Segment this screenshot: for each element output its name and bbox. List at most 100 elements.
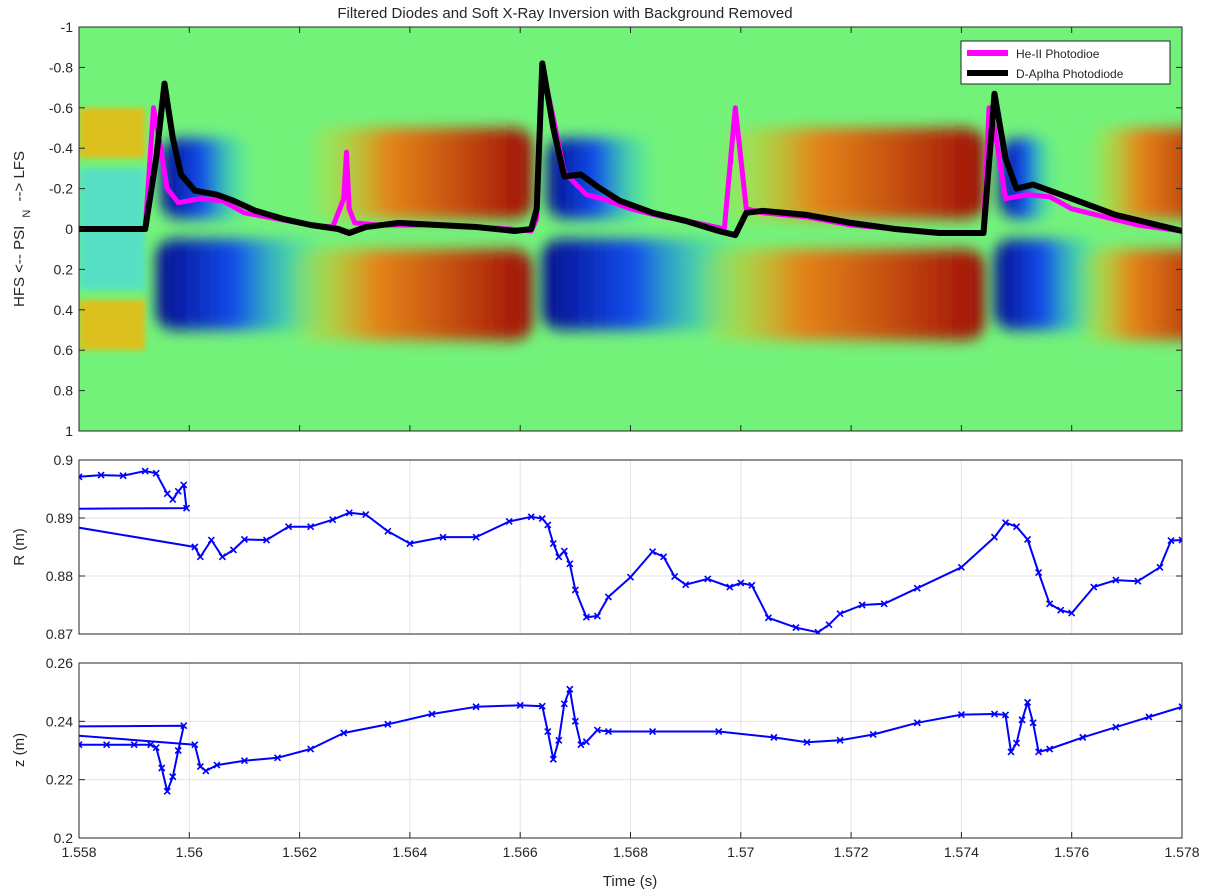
heatmap-y-ticks: -1 -0.8 -0.6 -0.4 -0.2 0 0.2 0.4 0.6 0.8 1 [49,19,1182,439]
r-data-point [704,575,712,583]
r-data-point [648,548,657,556]
r-data-point [726,583,734,591]
z-data-point [1035,748,1043,756]
legend-label-d-alpha: D-Aplha Photodiode [1016,67,1124,81]
r-data-point [285,523,293,531]
z-data-point [1018,716,1026,724]
r-data-point [593,612,601,620]
r-data-point [362,510,370,519]
r-data-point [990,533,999,541]
r-data-point [1035,568,1043,577]
heatmap-region-inner-blue-9 [999,138,1056,219]
z-data-point [79,741,83,749]
heatmap-y-axis-label: HFS <-- PSI N --> LFS [11,151,34,307]
z-y-tick-label: 0.26 [46,655,73,671]
r-series [79,467,1182,634]
heatmap-y-tick-label: 0.4 [54,302,74,318]
heatmap-region-outer-red-10 [1079,249,1182,341]
r-data-point [571,586,579,594]
heatmap-y-tick-label: 0 [65,221,73,237]
legend: He-II Photodioe D-Aplha Photodiode [960,40,1171,85]
z-y-tick-label: 0.22 [46,772,73,788]
heatmap-region-upper-red-3 [310,128,533,219]
r-data-point [957,563,965,571]
r-data-point [549,539,557,548]
r-data-point [163,490,171,498]
r-y-tick-label: 0.9 [54,452,74,468]
z-data-point [273,754,282,762]
r-data-point [560,547,568,555]
r-data-point [1178,536,1182,544]
z-data-point [152,744,160,752]
z-data-point [180,722,188,730]
r-data-point [79,473,83,481]
r-data-point [604,593,613,601]
r-data-point [671,573,679,581]
r-data-point [119,472,127,480]
r-data-point [527,513,535,521]
z-x-tick-label: 1.56 [176,844,203,860]
z-x-tick-label: 1.576 [1054,844,1089,860]
r-data-point [660,553,668,561]
r-data-point [1001,519,1010,527]
z-data-point [147,741,155,749]
heatmap-x-ticks [78,27,1183,431]
heatmap-y-tick-label: 1 [65,423,73,439]
r-data-point [439,533,447,541]
r-data-point [152,469,160,477]
r-data-point [1068,609,1076,617]
z-data-point [1029,719,1037,727]
heatmap-region-core-blue-0 [156,239,330,330]
z-y-tick-label: 0.24 [46,713,73,729]
z-data-point [213,761,221,769]
r-data-point [566,560,574,568]
z-data-point [191,741,199,749]
r-data-point [307,523,315,531]
r-axes-frame [78,459,1183,635]
z-data-point [571,717,579,725]
r-data-point [229,546,237,554]
z-data-point [1112,723,1120,731]
r-data-point [329,516,337,524]
r-data-point [169,495,177,504]
z-data-point [549,755,557,763]
z-x-tick-label: 1.578 [1164,844,1199,860]
heatmap-y-tick-label: 0.2 [54,261,74,277]
heatmap-y-tick-label: -0.8 [49,59,73,75]
heatmap-region-upper-red-7 [723,128,985,219]
heatmap-y-axis-label-tail: --> LFS [11,151,28,201]
r-data-point [262,536,271,544]
r-data-point [582,613,590,621]
r-data-point [384,527,392,535]
r-y-tick-label: 0.87 [46,626,73,642]
z-data-point [1012,739,1021,747]
z-data-point [957,711,965,719]
z-data-point [384,720,392,728]
r-data-point [1090,583,1098,591]
r-data-point [191,543,199,551]
r-data-point [1167,537,1175,545]
z-data-point [1145,713,1153,721]
z-x-ticks: 1.558 1.56 1.562 1.564 1.566 1.568 1.57 1.572 1.… [61,832,1200,860]
z-data-point [566,685,574,693]
r-data-point [555,553,563,561]
r-data-point [472,533,480,541]
heatmap-region-left-cyan-0 [79,229,146,290]
z-data-point [428,710,436,718]
heatmap-region-left-band-1 [79,299,146,351]
r-panel: 0.87 0.88 0.89 0.9 R (m) [11,452,1183,642]
z-data-point [1024,698,1032,706]
r-data-point [406,539,414,548]
z-x-tick-label: 1.574 [944,844,979,860]
z-data-point [555,736,563,744]
z-data-point [1079,733,1087,741]
z-data-point [163,787,171,795]
r-data-point [814,628,822,634]
z-data-point [1178,703,1182,711]
r-data-point [748,581,756,589]
heatmap-y-tick-label: 0.8 [54,383,74,399]
r-data-point [345,509,353,517]
z-data-point [990,710,999,718]
z-data-point [307,745,315,753]
z-data-point [174,746,182,755]
